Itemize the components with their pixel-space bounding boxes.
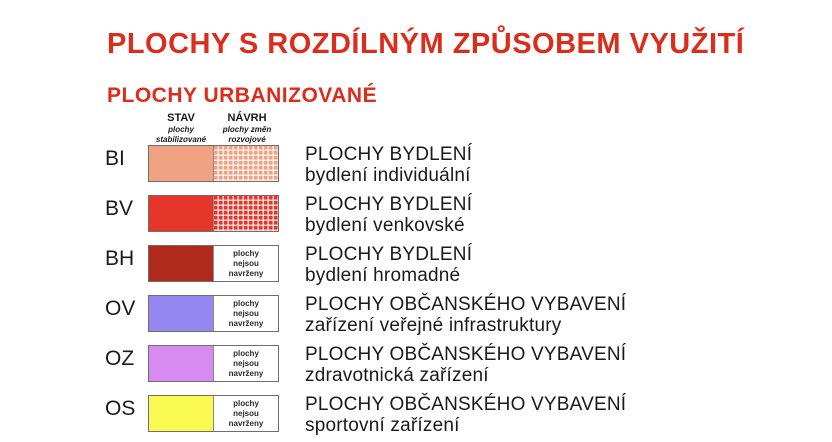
stav-swatch: [149, 396, 214, 431]
row-code-label: OZ: [105, 347, 135, 370]
legend-row-ov: OV plochy nejsou navrženy PLOCHY OBČANSK…: [0, 293, 832, 343]
row-swatch: plochy nejsou navrženy: [148, 395, 279, 432]
navrh-swatch: plochy nejsou navrženy: [214, 196, 278, 231]
row-code-label: BV: [105, 197, 134, 220]
row-swatch: plochy nejsou navrženy: [148, 345, 279, 382]
navrh-swatch: plochy nejsou navrženy: [214, 296, 278, 331]
navrh-swatch: plochy nejsou navrženy: [214, 396, 278, 431]
stav-swatch: [149, 196, 214, 231]
row-swatch: plochy nejsou navrženy: [148, 245, 279, 282]
description-label: bydlení venkovské: [305, 215, 465, 236]
not-proposed-label: plochy nejsou navrženy: [228, 298, 264, 328]
page-title: PLOCHY S ROZDÍLNÝM ZPŮSOBEM VYUŽITÍ: [107, 28, 745, 60]
row-description: PLOCHY BYDLENÍ bydlení venkovské: [305, 194, 472, 236]
not-proposed-label: plochy nejsou navrženy: [228, 398, 264, 428]
row-code-label: OV: [105, 297, 136, 320]
description-label: bydlení hromadné: [305, 265, 461, 286]
navrh-swatch: plochy nejsou navrženy: [214, 146, 278, 181]
row-description: PLOCHY OBČANSKÉHO VYBAVENÍ sportovní zař…: [305, 394, 626, 436]
category-label: PLOCHY BYDLENÍ: [305, 144, 473, 165]
stav-swatch: [149, 146, 214, 181]
legend-row-os: OS plochy nejsou navrženy PLOCHY OBČANSK…: [0, 393, 832, 442]
category-label: PLOCHY OBČANSKÉHO VYBAVENÍ: [305, 394, 627, 415]
stav-swatch: [149, 246, 214, 281]
column-header-stav: STAV plochy stabilizované: [148, 112, 214, 144]
row-swatch: plochy nejsou navrženy: [148, 195, 279, 232]
legend-row-bi: BI plochy nejsou navrženy PLOCHY BYDLENÍ…: [0, 143, 832, 193]
row-swatch: plochy nejsou navrženy: [148, 145, 279, 182]
row-description: PLOCHY OBČANSKÉHO VYBAVENÍ zdravotnická …: [305, 344, 626, 386]
description-label: zařízení veřejné infrastruktury: [305, 315, 562, 336]
stav-swatch: [149, 346, 214, 381]
navrh-swatch: plochy nejsou navrženy: [214, 346, 278, 381]
description-label: zdravotnická zařízení: [305, 365, 489, 386]
row-description: PLOCHY BYDLENÍ bydlení individuální: [305, 144, 472, 186]
description-label: sportovní zařízení: [305, 415, 460, 436]
row-code-label: OS: [105, 397, 136, 420]
category-label: PLOCHY BYDLENÍ: [305, 194, 473, 215]
description-label: bydlení individuální: [305, 165, 471, 186]
row-code-label: BH: [105, 247, 135, 270]
category-label: PLOCHY BYDLENÍ: [305, 244, 473, 265]
legend-row-oz: OZ plochy nejsou navrženy PLOCHY OBČANSK…: [0, 343, 832, 393]
category-label: PLOCHY OBČANSKÉHO VYBAVENÍ: [305, 344, 627, 365]
column-header-navrh-sublabel: plochy změn rozvojové: [222, 125, 272, 144]
column-header-stav-label: STAV: [167, 112, 195, 124]
column-header-navrh: NÁVRH plochy změn rozvojové: [214, 112, 280, 144]
page-subtitle: PLOCHY URBANIZOVANÉ: [107, 84, 378, 107]
row-description: PLOCHY BYDLENÍ bydlení hromadné: [305, 244, 472, 286]
legend-row-bh: BH plochy nejsou navrženy PLOCHY BYDLENÍ…: [0, 243, 832, 293]
navrh-swatch: plochy nejsou navrženy: [214, 246, 278, 281]
legend-row-bv: BV plochy nejsou navrženy PLOCHY BYDLENÍ…: [0, 193, 832, 243]
not-proposed-label: plochy nejsou navrženy: [228, 248, 264, 278]
column-header-stav-sublabel: plochy stabilizované: [155, 125, 207, 144]
row-code-label: BI: [105, 147, 125, 170]
not-proposed-label: plochy nejsou navrženy: [228, 348, 264, 378]
row-description: PLOCHY OBČANSKÉHO VYBAVENÍ zařízení veře…: [305, 294, 626, 336]
row-swatch: plochy nejsou navrženy: [148, 295, 279, 332]
category-label: PLOCHY OBČANSKÉHO VYBAVENÍ: [305, 294, 627, 315]
column-header-navrh-label: NÁVRH: [227, 112, 267, 124]
stav-swatch: [149, 296, 214, 331]
